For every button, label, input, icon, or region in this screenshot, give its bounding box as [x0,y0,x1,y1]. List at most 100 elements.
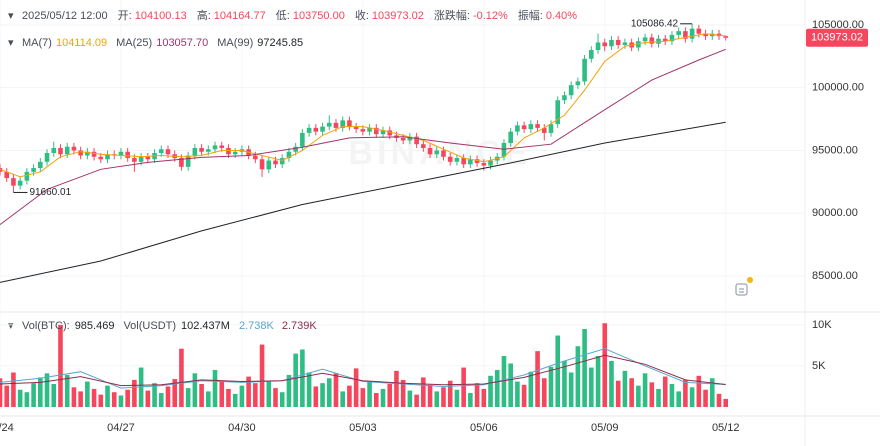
candle-body [541,127,547,133]
volume-bar [78,391,83,407]
volume-bar [212,370,218,407]
collapse-caret[interactable]: ▾ [8,37,14,49]
candle-body [279,158,285,165]
ma-legend-value: 104114.09 [56,37,107,49]
candle-body [582,58,587,82]
candle-body [414,136,419,145]
settings-icon[interactable] [735,277,753,296]
volume-bar [239,385,245,407]
volume-bar [145,390,151,407]
volume-bar [360,388,366,407]
price-tag-label: 103973.02 [811,32,863,44]
ohlc-value: -0.12% [473,10,508,22]
candle-body [481,163,487,166]
collapse-caret[interactable]: ▾ [8,10,14,22]
candle-time: 2025/05/12 12:00 [22,10,108,22]
volume-bar [689,387,695,407]
volume-bar [407,390,413,407]
volume-bar [293,353,298,407]
volume-bar [64,374,70,407]
candle-body [353,126,359,130]
ma-line [0,121,726,283]
volume-bar [286,374,292,407]
x-tick-label: 04/30 [228,422,256,434]
candle-body [31,168,36,172]
volume-tick-label: 5K [812,360,826,372]
candle-body [85,151,90,156]
ma-line [0,33,726,178]
volume-bar [501,356,507,407]
candle-body [568,85,574,96]
collapse-caret[interactable]: ▾ [8,320,14,332]
x-tick-label: 04/24 [0,422,14,434]
volume-bar [481,388,487,407]
candle-body [138,156,144,162]
candle-body [407,136,413,141]
ma-line [0,48,726,226]
candle-body [669,34,675,42]
candle-body [380,130,386,135]
candle-body [132,158,137,162]
volume-bar [454,389,460,407]
candle-body [676,31,681,35]
candle-body [615,39,621,45]
candle-body [78,150,83,156]
ma-legend-value: 97245.85 [257,37,303,49]
icon-box [735,283,748,296]
volume-bar [58,324,63,407]
candle-body [589,49,594,59]
candle-body [622,42,628,45]
volume-legend-label: Vol(USDT) [123,320,176,332]
volume-bar [508,363,513,407]
volume-bar [703,389,708,407]
plot-area [0,23,805,407]
candle-body [387,130,393,136]
candle-body [212,145,218,150]
volume-bar [206,391,211,407]
volume-bar [474,383,480,407]
volume-bar [17,389,23,407]
candle-body [313,127,319,132]
volume-bar [373,393,379,407]
candle-body [528,124,534,130]
volume-bar [521,384,527,407]
candle-body [185,155,191,167]
candle-body [300,132,305,147]
y-tick-label: 95000.00 [812,144,858,156]
volume-bar [609,361,614,407]
y-tick-label: 85000.00 [812,270,858,282]
volume-bar [683,379,688,407]
volume-bar [488,375,493,407]
candle-body [11,178,16,186]
candle-body [649,37,655,44]
ma-legend-name: MA(7) [22,37,52,49]
volume-bar [105,385,110,407]
candle-body [427,147,433,155]
volume-bar [219,380,225,407]
volume-bar [696,375,702,407]
y-tick-label: 105000.00 [812,19,864,31]
volume-bar [716,393,722,407]
candle-body [461,158,466,165]
candle-body [575,81,581,86]
ohlc-label: 收: [355,8,369,22]
candle-body [662,38,668,42]
candle-body [98,156,104,160]
candle-body [373,127,379,135]
volume-ma-line [0,348,726,389]
candle-body [501,142,507,157]
candle-body [192,147,198,156]
candle-body [24,171,30,181]
volume-bar [421,377,426,407]
volume-bar [98,394,104,407]
volume-bar [669,384,675,407]
volume-bar [602,323,608,407]
volume-bar [394,370,399,407]
volume-bar [172,379,178,407]
candle-body [17,180,23,186]
candle-body [125,151,130,159]
candle-body [232,151,238,155]
volume-bar [582,328,587,407]
volume-bar [400,379,406,407]
candle-body [206,149,211,152]
